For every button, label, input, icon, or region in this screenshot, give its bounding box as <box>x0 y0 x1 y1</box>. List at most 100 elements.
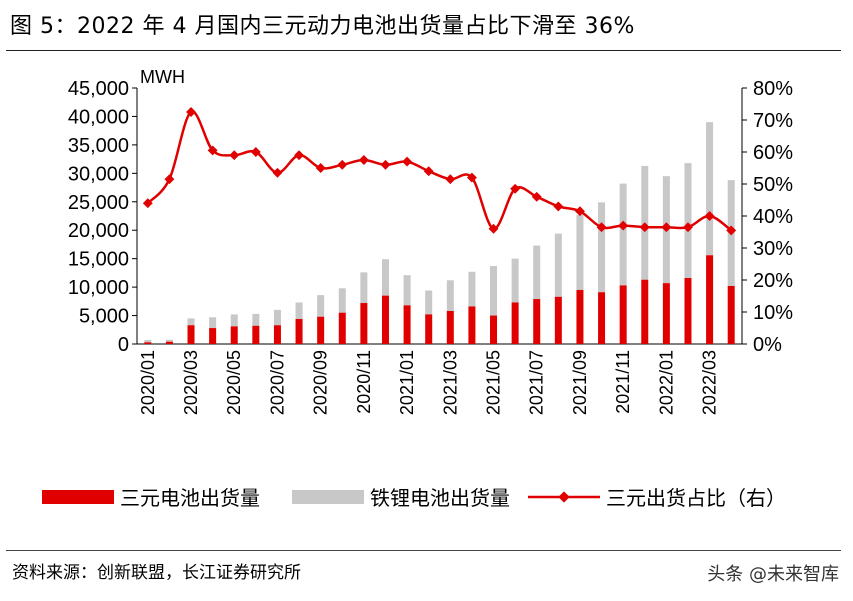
y-left-tick-label: 30,000 <box>68 163 129 185</box>
watermark: 头条 @未来智库 <box>707 564 839 585</box>
ncm-share-point <box>596 222 607 233</box>
bar-ncm <box>338 312 346 344</box>
bar-ncm <box>381 295 389 344</box>
ncm-share-point <box>250 147 261 157</box>
ncm-share-point <box>726 225 737 236</box>
y-right-tick-label: 50% <box>753 174 793 196</box>
bar-ncm <box>165 341 173 344</box>
legend-swatch-ncm <box>42 490 114 504</box>
bar-lfp <box>684 163 692 279</box>
y-right-tick-label: 20% <box>753 270 793 292</box>
ncm-share-point <box>402 156 413 167</box>
bar-ncm <box>490 315 498 344</box>
chart: MWH 0 5,000 10,000 15,000 20,000 25,000 30,000 3… <box>42 67 793 510</box>
y-right-tick-label: 40% <box>753 206 793 228</box>
y-right-tick-label: 70% <box>753 110 793 132</box>
ncm-share-point <box>574 206 585 217</box>
bar-ncm <box>727 285 735 344</box>
legend-swatch-lfp <box>292 490 364 504</box>
legend-label-ratio: 三元出货占比（右） <box>606 487 786 510</box>
bar-lfp <box>511 258 519 303</box>
ncm-share-point <box>510 183 521 194</box>
bar-ncm <box>317 316 325 344</box>
ncm-share-point <box>553 201 564 212</box>
x-tick-label: 2020/07 <box>267 350 287 415</box>
bar-lfp <box>468 271 476 307</box>
legend-marker-ratio <box>558 491 570 503</box>
bar-ncm <box>403 305 411 344</box>
bar-lfp <box>209 317 217 329</box>
x-tick-label: 2021/11 <box>613 350 633 414</box>
bar-ncm <box>662 283 670 344</box>
x-tick-label: 2020/03 <box>181 350 201 415</box>
bar-ncm <box>252 325 260 344</box>
x-tick-label: 2022/03 <box>700 350 720 415</box>
bar-lfp <box>554 233 562 297</box>
bar-lfp <box>446 280 454 312</box>
bar-ncm <box>295 318 303 344</box>
ncm-share-point <box>466 172 477 183</box>
ncm-share-point <box>337 159 348 170</box>
y-left-tick-label: 25,000 <box>68 192 129 214</box>
title-rule <box>6 50 841 51</box>
bar-ncm <box>187 325 195 344</box>
x-tick-label: 2021/07 <box>527 350 547 415</box>
bar-ncm <box>360 303 368 344</box>
bar-ncm <box>209 328 217 344</box>
ncm-share-point <box>683 222 693 233</box>
bar-ncm <box>446 311 454 344</box>
ncm-share-point <box>661 222 672 233</box>
y-left-tick-label: 35,000 <box>68 135 129 157</box>
bar-lfp <box>381 259 389 296</box>
bar-ncm <box>273 325 281 344</box>
ncm-share-point <box>423 166 434 177</box>
bar-ncm <box>576 289 584 344</box>
bar-ncm <box>619 285 627 344</box>
bar-lfp <box>230 314 238 327</box>
source-note: 资料来源：创新联盟，长江证券研究所 <box>12 563 301 583</box>
ncm-share-point <box>229 150 240 161</box>
bar-ncm <box>684 278 692 344</box>
bar-ncm <box>230 326 238 344</box>
legend-label-lfp: 铁锂电池出货量 <box>370 487 510 510</box>
ncm-share-point <box>380 159 391 170</box>
bar-lfp <box>252 313 260 326</box>
y-right-tick-label: 60% <box>753 142 793 164</box>
y-left-tick-label: 0 <box>118 334 129 356</box>
bar-ncm <box>511 302 519 344</box>
y-left-tick-label: 15,000 <box>68 249 129 271</box>
x-tick-label: 2021/09 <box>570 350 590 415</box>
bar-ncm <box>598 292 606 344</box>
ncm-share-point <box>272 167 283 178</box>
ncm-share-point <box>186 107 196 117</box>
ncm-share-point <box>315 163 326 173</box>
ncm-share-point <box>488 223 499 234</box>
bar-lfp <box>295 302 303 319</box>
y-right-tick-label: 10% <box>753 302 793 324</box>
bar-lfp <box>425 290 433 315</box>
bar-lfp <box>706 122 714 256</box>
y-left-tick-label: 20,000 <box>68 220 129 242</box>
bar-ncm <box>554 296 562 344</box>
ncm-share-point <box>294 150 305 161</box>
x-tick-label: 2020/09 <box>311 350 331 415</box>
y-right-tick-label: 30% <box>753 238 793 260</box>
x-tick-label: 2021/05 <box>484 350 504 415</box>
bar-ncm <box>533 299 541 344</box>
y-right-tick-label: 80% <box>753 78 793 100</box>
bar-lfp <box>403 275 411 306</box>
bar-lfp <box>533 245 541 300</box>
ncm-share-point <box>142 198 153 209</box>
y-left-tick-label: 40,000 <box>68 106 129 128</box>
bar-lfp <box>187 318 195 326</box>
ncm-share-point <box>164 174 175 185</box>
bar-lfp <box>360 272 368 304</box>
ncm-share-line <box>146 110 732 232</box>
y-left-tick-label: 45,000 <box>68 78 129 100</box>
bar-lfp <box>490 266 498 316</box>
x-tick-label: 2020/05 <box>224 350 244 415</box>
x-tick-label: 2022/01 <box>656 350 676 415</box>
x-tick-label: 2020/01 <box>138 350 158 415</box>
x-tick-label: 2020/11 <box>354 350 374 414</box>
bar-ncm <box>468 306 476 344</box>
